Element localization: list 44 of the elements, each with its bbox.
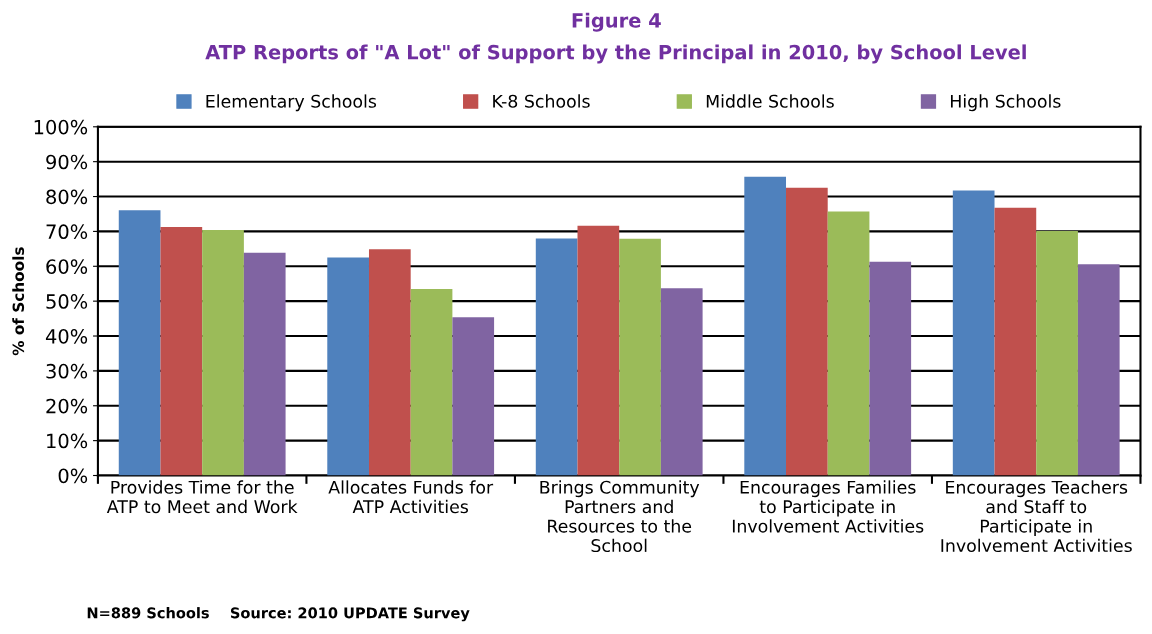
bar <box>869 261 912 476</box>
bar <box>1077 264 1120 476</box>
text: N=889 Schools Source: 2010 UPDATE Survey <box>87 607 470 622</box>
bar <box>118 210 161 476</box>
bar <box>410 288 453 476</box>
legend-label: High Schools <box>950 94 1061 112</box>
bar <box>827 211 870 476</box>
y-tick-label: 50% <box>46 294 88 309</box>
chart-subtitle: ATP Reports of "A Lot" of Support by the Principal in 2010, by School Level <box>205 44 1026 64</box>
bar <box>619 238 661 476</box>
bar <box>535 238 578 476</box>
bar <box>452 317 495 476</box>
y-tick-label: 40% <box>45 328 88 344</box>
y-tick-label: 100% <box>34 119 88 135</box>
bar <box>660 288 703 476</box>
x-tick-label: Provides Time for the ATP to Meet and Work <box>106 480 298 514</box>
y-tick-label: 80% <box>46 189 88 205</box>
bar <box>160 226 203 476</box>
bar <box>202 230 244 476</box>
x-tick-label: Encourages Teachers and Staff to Participate in Involvement Activities <box>941 480 1132 553</box>
bar <box>577 225 620 476</box>
legend-label: Middle Schools <box>706 94 834 108</box>
x-tick-label: Brings Community Partners and Resources to the School <box>540 480 700 553</box>
y-tick-label: 70% <box>46 224 88 240</box>
legend-label: K-8 Schools <box>493 94 590 108</box>
bar <box>243 252 286 476</box>
bar <box>952 190 995 476</box>
legend-label: Elementary Schools <box>206 94 377 112</box>
y-tick-label: 60% <box>46 259 88 274</box>
chart-title: Figure 4 <box>572 12 661 32</box>
y-tick-label: 10% <box>47 433 88 449</box>
y-tick-label: 90% <box>46 154 88 170</box>
x-tick-label: Encourages Families to Participate in Involvement Activities <box>732 480 924 533</box>
x-tick-label: Allocates Funds for ATP Activities <box>328 480 494 514</box>
bar <box>368 249 411 476</box>
y-axis-title: % of Schools <box>12 247 25 356</box>
y-tick-label: 20% <box>46 398 88 414</box>
bar <box>744 176 787 476</box>
bar <box>994 207 1037 476</box>
bar <box>1036 231 1078 476</box>
y-tick-label: 30% <box>46 363 88 379</box>
bar <box>327 257 369 476</box>
bar <box>786 187 828 476</box>
y-tick-label: 0% <box>58 468 88 484</box>
